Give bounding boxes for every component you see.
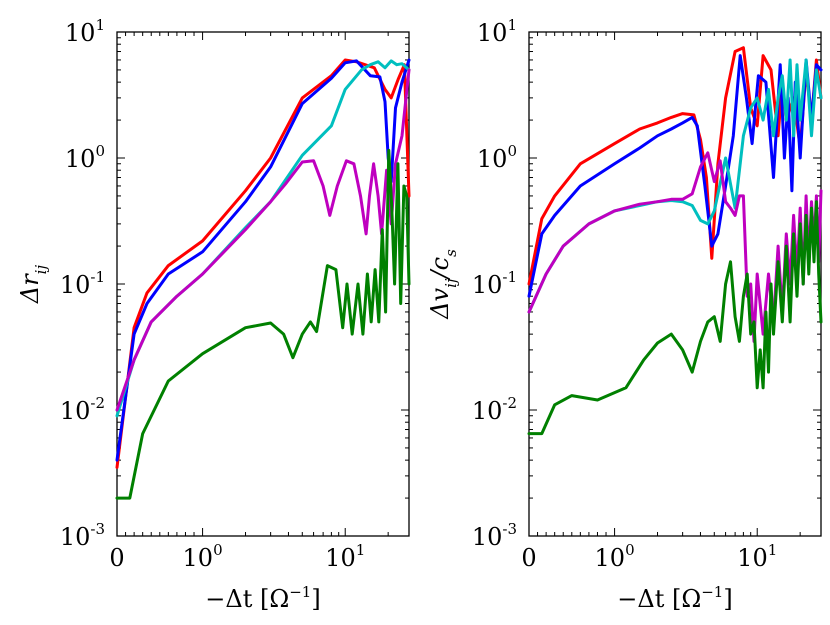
left-x-tick-label: 0 [109, 544, 124, 572]
right-y-tick-label: 100 [477, 142, 517, 173]
right-y-tick-exponent: 0 [507, 142, 517, 160]
right-y-tick-base: 10 [472, 523, 503, 551]
right-x-axis-label: −Δt [Ω−1] [617, 583, 732, 613]
right-y-tick-exponent: 1 [507, 16, 517, 34]
left-y-tick-base: 10 [65, 19, 96, 47]
right-y-tick-base: 10 [472, 397, 503, 425]
left-y-tick-exponent: 0 [95, 142, 105, 160]
left-x-tick-base: 10 [325, 544, 356, 572]
left-x-tick-base: 0 [109, 544, 124, 572]
left-y-tick-base: 10 [65, 145, 96, 173]
left-y-axis-label: Δrij [16, 265, 50, 305]
left-x-tick-exponent: 0 [213, 541, 223, 559]
right-x-tick-base: 10 [737, 544, 768, 572]
right-y-tick-base: 10 [477, 19, 508, 47]
left-y-tick-base: 10 [60, 271, 91, 299]
left-y-tick-label: 10-1 [60, 268, 105, 299]
right-x-tick-label: 100 [595, 541, 635, 572]
left-x-tick-label: 101 [325, 541, 365, 572]
left-y-tick-exponent: -2 [90, 394, 105, 412]
right-y-axis-label: Δvij/cs [426, 249, 460, 320]
right-series-group [527, 46, 823, 436]
right-y-tick-exponent: -1 [502, 268, 517, 286]
right-x-tick-labels: 0 100 101 [521, 541, 777, 572]
left-y-tick-base: 10 [60, 397, 91, 425]
left-y-tick-exponent: -1 [90, 268, 105, 286]
right-x-tick-base: 10 [595, 544, 626, 572]
left-y-tick-base: 10 [60, 523, 91, 551]
left-y-tick-exponent: -3 [90, 520, 105, 538]
right-x-tick-exponent: 0 [625, 541, 635, 559]
right-y-tick-label: 10-2 [472, 394, 517, 425]
right-x-tick-label: 0 [521, 544, 536, 572]
left-y-tick-label: 101 [65, 16, 105, 47]
right-y-tick-label: 10-1 [472, 268, 517, 299]
right-y-tick-exponent: -3 [502, 520, 517, 538]
left-y-tick-label: 10-3 [60, 520, 105, 551]
left-x-tick-exponent: 1 [356, 541, 366, 559]
left-x-tick-labels: 0 100 101 [109, 541, 365, 572]
left-x-tick-label: 100 [183, 541, 223, 572]
right-x-tick-base: 0 [521, 544, 536, 572]
right-y-tick-label: 101 [477, 16, 517, 47]
left-series-group [115, 58, 411, 500]
left-series-green-line [115, 148, 411, 500]
right-x-tick-label: 101 [737, 541, 777, 572]
left-y-tick-exponent: 1 [95, 16, 105, 34]
right-y-tick-label: 10-3 [472, 520, 517, 551]
right-y-tick-exponent: -2 [502, 394, 517, 412]
left-y-tick-label: 10-2 [60, 394, 105, 425]
left-y-tick-label: 100 [65, 142, 105, 173]
right-y-tick-base: 10 [472, 271, 503, 299]
left-series-red-line [115, 58, 411, 469]
right-y-tick-base: 10 [477, 145, 508, 173]
left-ticks [116, 31, 409, 537]
left-series-magenta-line [115, 68, 411, 412]
right-x-tick-exponent: 1 [768, 541, 778, 559]
left-x-axis-label: −Δt [Ω−1] [205, 583, 320, 613]
right-series-green-line [527, 200, 823, 436]
left-x-tick-base: 10 [183, 544, 214, 572]
